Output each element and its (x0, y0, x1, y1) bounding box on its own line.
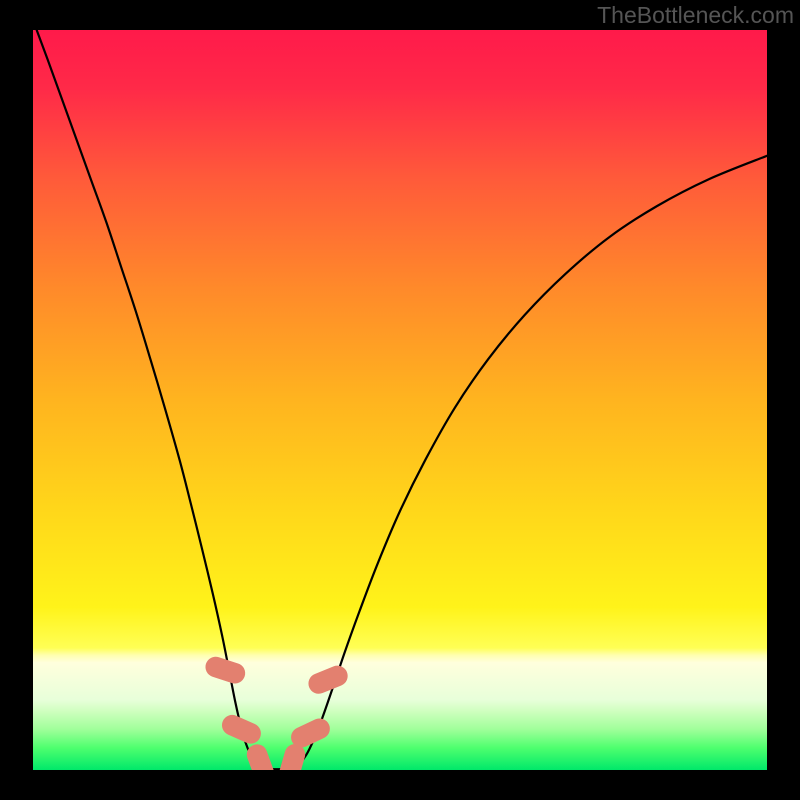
watermark-text: TheBottleneck.com (597, 2, 794, 29)
trough-marker (203, 654, 248, 686)
trough-marker (305, 663, 350, 697)
trough-markers (33, 30, 767, 770)
plot-area (33, 30, 767, 770)
root-canvas: TheBottleneck.com (0, 0, 800, 800)
trough-marker (244, 741, 277, 770)
trough-marker (219, 712, 265, 747)
